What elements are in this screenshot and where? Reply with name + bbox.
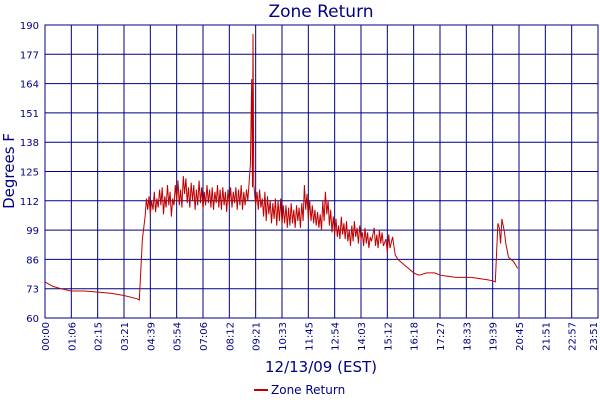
y-tick-label: 112 — [20, 197, 39, 208]
x-tick-label: 15:12 — [383, 322, 394, 351]
x-tick-label: 14:03 — [357, 322, 368, 351]
y-tick-label: 60 — [26, 314, 39, 325]
x-tick-label: 00:00 — [41, 322, 52, 351]
x-tick-label: 08:12 — [225, 322, 236, 351]
y-tick-label: 151 — [20, 109, 39, 120]
x-tick-label: 18:33 — [462, 322, 473, 351]
x-tick-label: 23:51 — [589, 322, 600, 351]
y-tick-label: 164 — [20, 80, 39, 91]
x-tick-label: 01:06 — [67, 322, 78, 351]
y-tick-label: 99 — [26, 226, 39, 237]
series-line-zone-return — [44, 33, 519, 301]
y-tick-labels: 60 73 86 99 112 125 138 151 164 177 190 — [20, 21, 39, 325]
x-tick-label: 07:06 — [199, 322, 210, 351]
chart-title: Zone Return — [268, 2, 373, 22]
y-tick-label: 138 — [20, 138, 39, 149]
x-tick-label: 05:54 — [173, 322, 184, 351]
legend-label-zone-return: Zone Return — [271, 383, 345, 397]
y-axis-label: Degrees F — [0, 133, 18, 209]
y-tick-label: 125 — [20, 168, 39, 179]
y-tick-label: 190 — [20, 21, 39, 32]
x-tick-label: 11:45 — [304, 322, 315, 351]
x-tick-label: 03:21 — [120, 322, 131, 351]
x-tick-labels: 00:00 01:06 02:15 03:21 04:39 05:54 07:06 08:12… — [41, 322, 600, 351]
x-axis-label: 12/13/09 (EST) — [265, 358, 377, 376]
y-tick-label: 73 — [26, 285, 39, 296]
x-tick-label: 19:39 — [489, 322, 500, 351]
x-tick-label: 12:54 — [331, 322, 342, 351]
y-tick-label: 177 — [20, 50, 39, 61]
x-tick-label: 22:57 — [568, 322, 579, 351]
x-tick-label: 21:51 — [541, 322, 552, 351]
legend: Zone Return — [254, 383, 345, 397]
x-tick-label: 16:18 — [410, 322, 421, 351]
x-tick-label: 20:45 — [515, 322, 526, 351]
x-tick-label: 04:39 — [146, 322, 157, 351]
x-tick-label: 09:21 — [252, 322, 263, 351]
x-tick-label: 02:15 — [94, 322, 105, 351]
x-tick-label: 10:33 — [278, 322, 289, 351]
y-tick-label: 86 — [26, 255, 39, 266]
horizontal-gridlines — [45, 53, 598, 290]
x-tick-label: 17:27 — [436, 322, 447, 351]
